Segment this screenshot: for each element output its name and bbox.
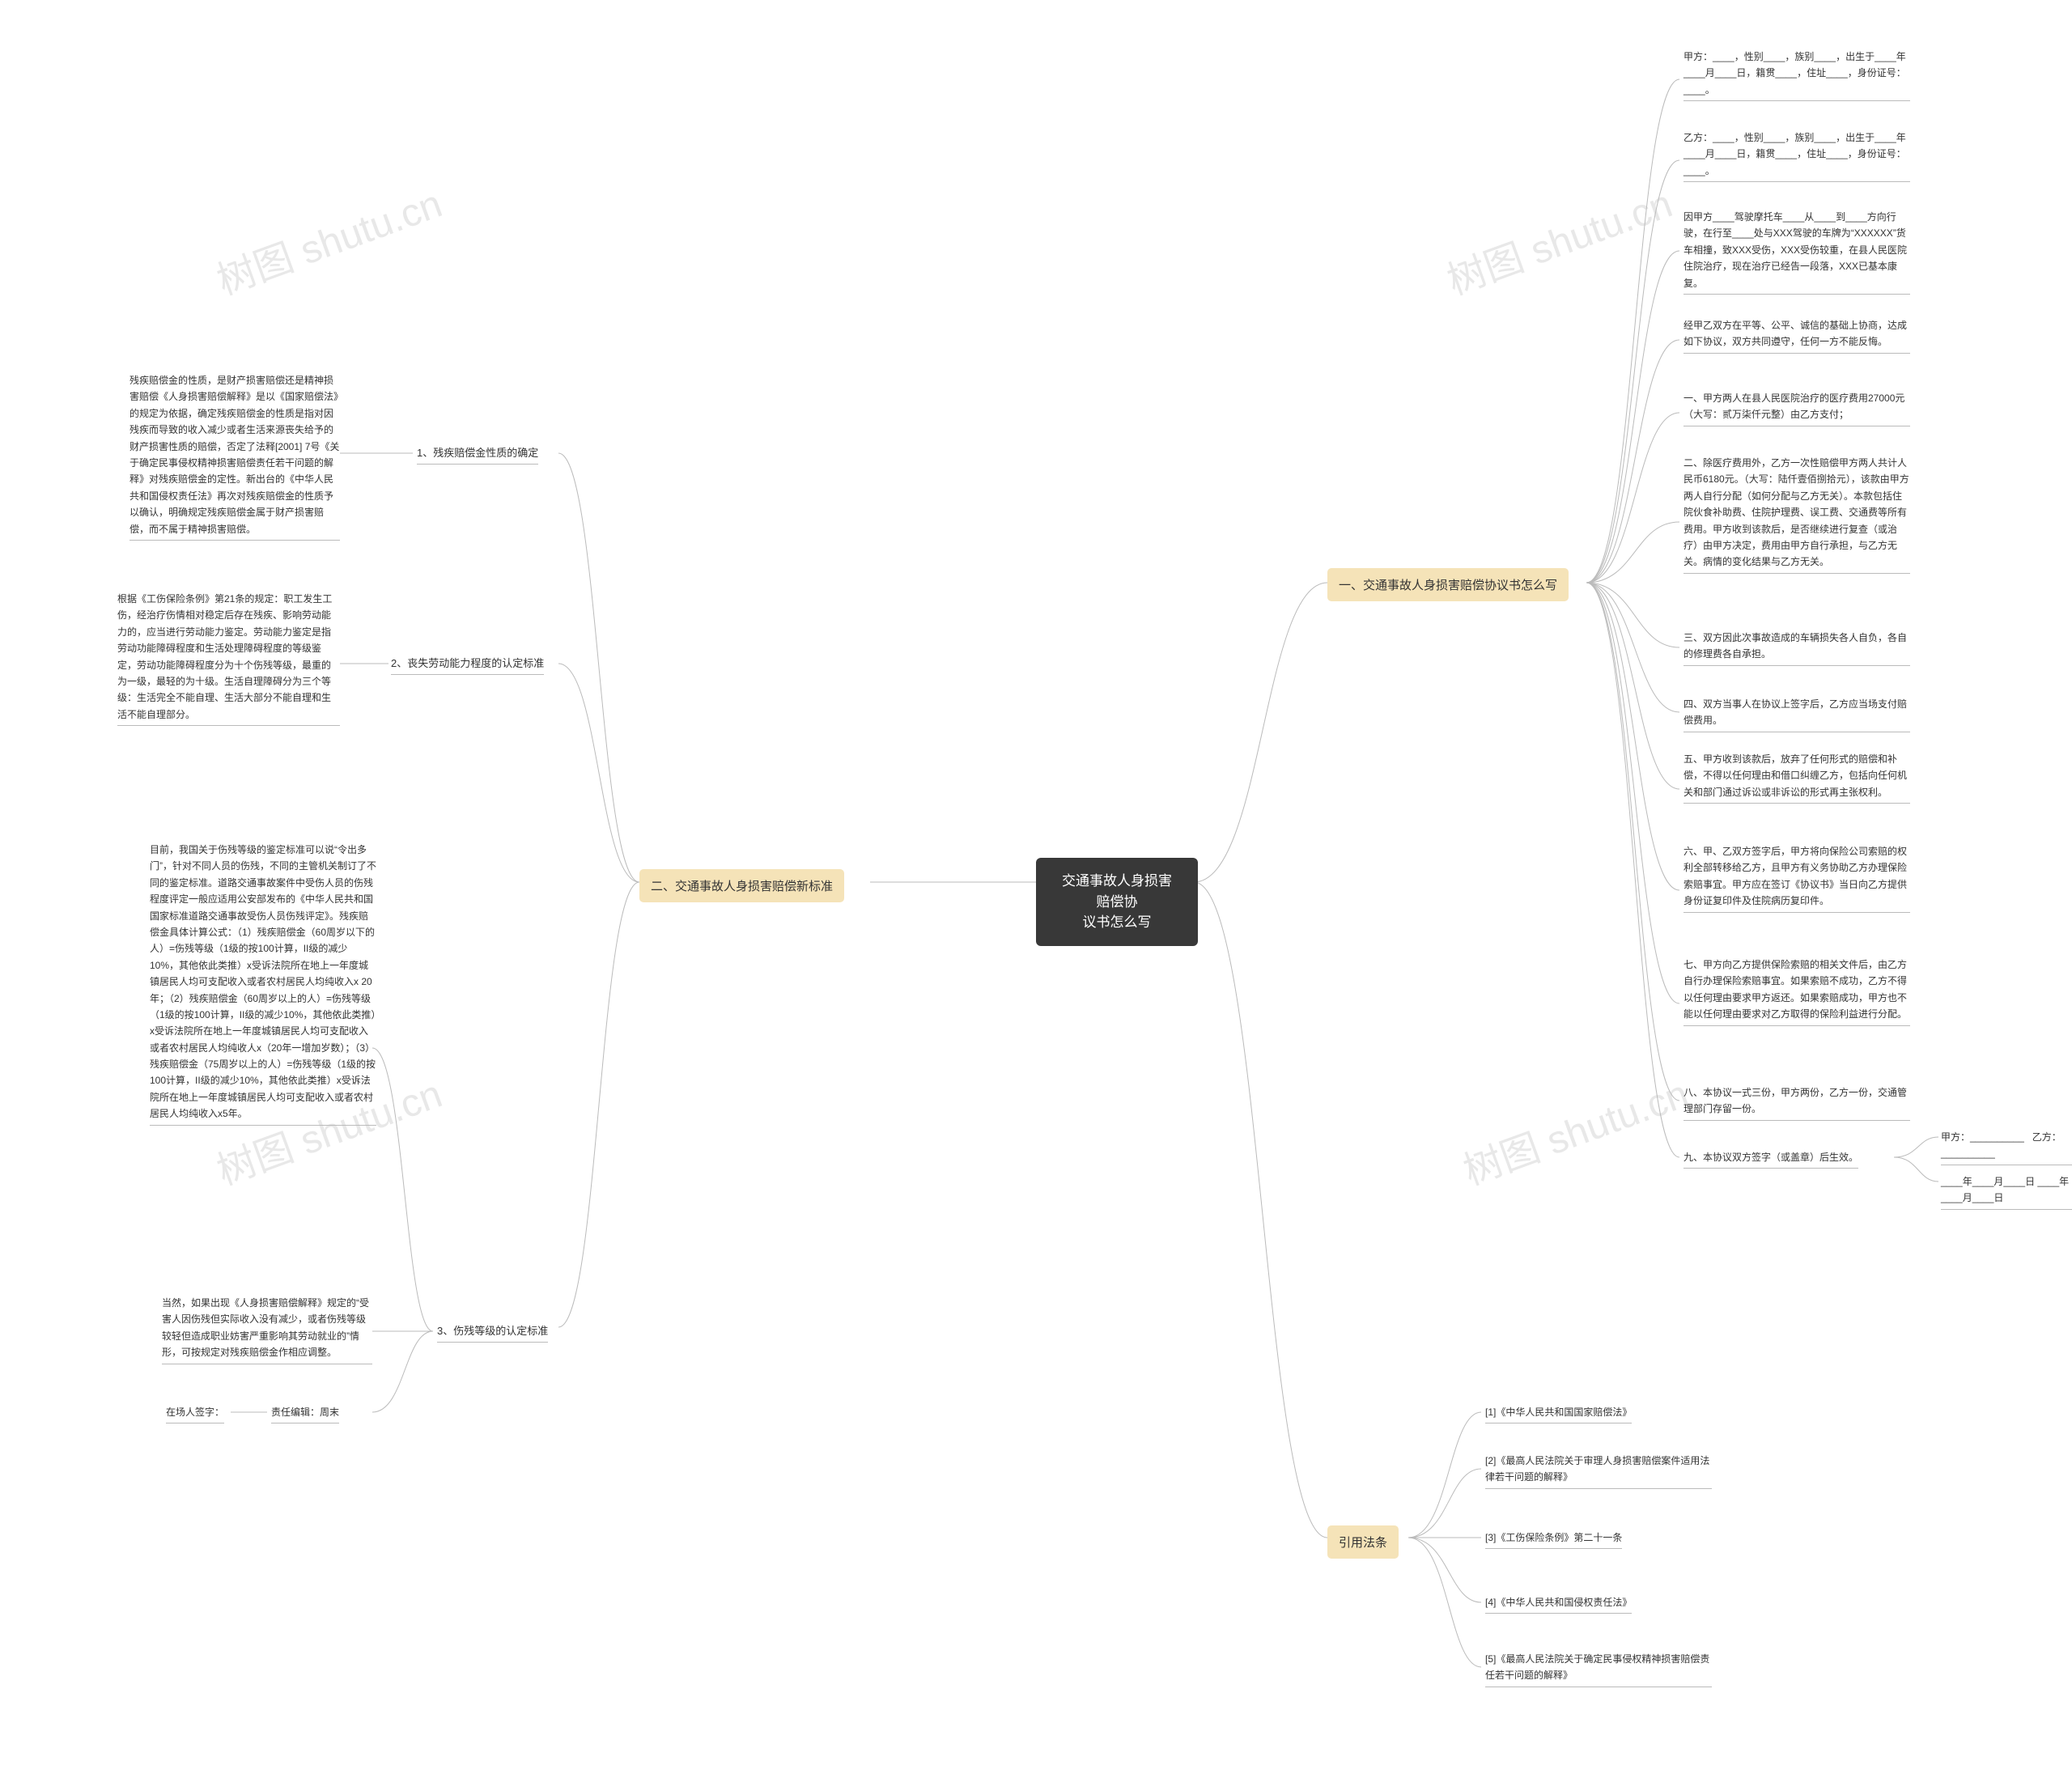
leaf-b3-4: 当然，如果出现《人身损害赔偿解释》规定的“受害人因伤残但实际收入没有减少，或者伤… (162, 1295, 372, 1364)
sub-b3-3: 3、伤残等级的认定标准 (437, 1323, 548, 1343)
branch-section-1: 一、交通事故人身损害赔偿协议书怎么写 (1327, 568, 1569, 601)
leaf-b1-sig-date: ____年____月____日 ____年____月____日 (1941, 1173, 2072, 1210)
branch3-title: 二、交通事故人身损害赔偿新标准 (651, 880, 833, 893)
leaf-b1-sig-jia: 甲方：__________ 乙方：__________ (1941, 1129, 2072, 1165)
leaf-b3-1: 残疾赔偿金的性质，是财产损害赔偿还是精神损害赔偿《人身损害赔偿解释》是以《国家赔… (130, 372, 340, 541)
watermark: 树图 shutu.cn (1438, 172, 1679, 305)
branch-standards: 二、交通事故人身损害赔偿新标准 (639, 869, 844, 902)
leaf-b1-0: 甲方：____，性别____，族别____，出生于____年____月____日… (1684, 49, 1910, 101)
leaf-b2-0: [1]《中华人民共和国国家赔偿法》 (1485, 1404, 1632, 1423)
leaf-b2-2: [3]《工伤保险条例》第二十一条 (1485, 1530, 1622, 1549)
leaf-b1-9: 六、甲、乙双方签字后，甲方将向保险公司索赔的权利全部转移给乙方，且甲方有义务协助… (1684, 843, 1910, 913)
leaf-b3-lastline: 在场人签字： (166, 1404, 224, 1423)
watermark: 树图 shutu.cn (208, 172, 448, 305)
sub-b3-2: 2、丧失劳动能力程度的认定标准 (391, 656, 544, 675)
leaf-b1-1: 乙方：____，性别____，族别____，出生于____年____月____日… (1684, 129, 1910, 182)
branch1-title: 一、交通事故人身损害赔偿协议书怎么写 (1339, 579, 1557, 592)
leaf-b2-4: [5]《最高人民法院关于确定民事侵权精神损害赔偿责任若干问题的解释》 (1485, 1651, 1712, 1687)
leaf-b1-7: 四、双方当事人在协议上签字后，乙方应当场支付赔偿费用。 (1684, 696, 1910, 732)
leaf-b1-12: 九、本协议双方签字（或盖章）后生效。 (1684, 1149, 1858, 1169)
branch2-title: 引用法条 (1339, 1536, 1387, 1550)
leaf-b3-3: 目前，我国关于伤残等级的鉴定标准可以说“令出多门”，针对不同人员的伤残，不同的主… (150, 842, 376, 1126)
root-line1: 交通事故人身损害赔偿协 (1062, 873, 1172, 910)
branch-references: 引用法条 (1327, 1525, 1399, 1559)
root-line2: 议书怎么写 (1083, 914, 1152, 930)
root-node: 交通事故人身损害赔偿协 议书怎么写 (1036, 858, 1198, 946)
leaf-b1-11: 八、本协议一式三份，甲方两份，乙方一份，交通管理部门存留一份。 (1684, 1084, 1910, 1121)
leaf-b2-3: [4]《中华人民共和国侵权责任法》 (1485, 1594, 1632, 1614)
leaf-b1-5: 二、除医疗费用外，乙方一次性赔偿甲方两人共计人民币6180元。（大写：陆仟壹佰捌… (1684, 455, 1910, 574)
leaf-b2-1: [2]《最高人民法院关于审理人身损害赔偿案件适用法律若干问题的解释》 (1485, 1453, 1712, 1489)
leaf-b3-2: 根据《工伤保险条例》第21条的规定：职工发生工伤，经治疗伤情相对稳定后存在残疾、… (117, 591, 340, 726)
leaf-b1-8: 五、甲方收到该款后，放弃了任何形式的赔偿和补偿，不得以任何理由和借口纠缠乙方，包… (1684, 751, 1910, 804)
leaf-b1-3: 经甲乙双方在平等、公平、诚信的基础上协商，达成如下协议，双方共同遵守，任何一方不… (1684, 317, 1910, 354)
sig-jia: 甲方：__________ (1941, 1131, 2024, 1143)
watermark: 树图 shutu.cn (1454, 1062, 1695, 1195)
leaf-b1-6: 三、双方因此次事故造成的车辆损失各人自负，各自的修理费各自承担。 (1684, 630, 1910, 666)
leaf-b3-5: 责任编辑：周末 (271, 1404, 339, 1423)
sub-b3-1: 1、残疾赔偿金性质的确定 (417, 445, 538, 465)
leaf-b1-10: 七、甲方向乙方提供保险索赔的相关文件后，由乙方自行办理保险索赔事宜。如果索赔不成… (1684, 957, 1910, 1026)
leaf-b1-4: 一、甲方两人在县人民医院治疗的医疗费用27000元（大写：贰万柒仟元整）由乙方支… (1684, 390, 1910, 426)
leaf-b1-2: 因甲方____驾驶摩托车____从____到____方向行驶，在行至____处与… (1684, 209, 1910, 295)
